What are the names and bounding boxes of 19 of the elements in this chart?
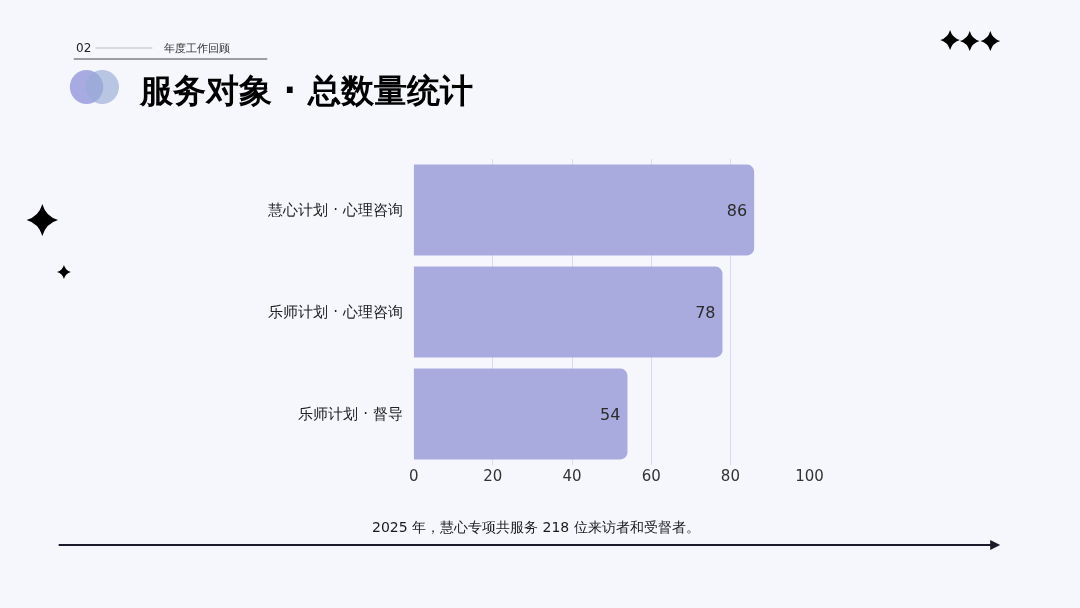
text: 2025 年，慧心专项共服务 218 位来访者和受督者。: [372, 519, 700, 535]
x-tick-label: 40: [562, 467, 582, 485]
x-tick-label: 80: [720, 467, 740, 485]
bar: [413, 266, 723, 358]
text: 02: [76, 41, 92, 55]
x-tick-label: 20: [483, 467, 503, 485]
data-label: 78: [695, 302, 716, 322]
chart-title: 服务对象 · 总数量统计: [139, 70, 473, 110]
x-tick-label: 100: [795, 467, 824, 485]
data-label: 86: [726, 200, 748, 220]
y-tick-label: 乐师计划 · 督导: [298, 405, 403, 424]
text: 年度工作回顾: [164, 42, 230, 55]
data-label: 54: [600, 404, 621, 424]
bar: [413, 368, 628, 460]
x-tick-label: 60: [641, 467, 661, 485]
y-tick-label: 乐师计划 · 心理咨询: [268, 303, 403, 322]
x-tick-label: 0: [408, 467, 419, 485]
bar: [413, 164, 755, 256]
y-tick-label: 慧心计划 · 心理咨询: [267, 201, 403, 220]
